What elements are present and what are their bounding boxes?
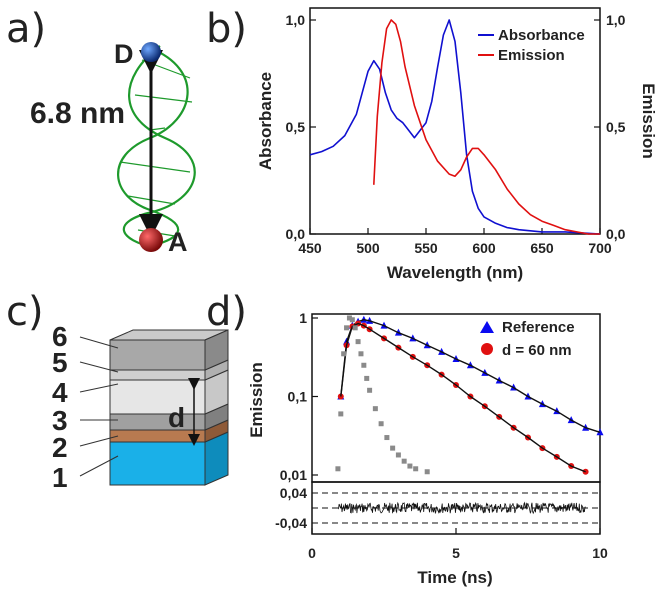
d-xtick-label: 0: [308, 545, 316, 561]
point-irf: [401, 458, 407, 464]
point-irf: [358, 351, 364, 357]
point-irf: [341, 351, 347, 357]
distance-label: 6.8 nm: [30, 97, 125, 130]
point-irf: [335, 466, 341, 472]
donor-sphere: [141, 42, 161, 62]
layer-label-2: 2: [52, 432, 68, 463]
point-irf: [349, 317, 355, 323]
point-irf: [364, 375, 370, 381]
b-xtick-label: 500: [356, 240, 380, 256]
d-residual-ytick-label: -0,04: [275, 515, 307, 531]
donor-label: D: [114, 39, 134, 69]
point-irf: [424, 469, 430, 475]
d-ylabel: Emission: [247, 362, 266, 438]
plot-frame-b: [309, 7, 601, 235]
layer-label-3: 3: [52, 405, 68, 436]
b-ytick-label: 1,0: [286, 12, 306, 28]
dna-helix: [117, 45, 196, 250]
b-xtick-label: 650: [530, 240, 554, 256]
panel-d: d) 0 5 10 0,01 0,1 1 0,04 -0,04 Time (ns) Emis…: [206, 289, 608, 587]
point-irf: [352, 325, 358, 331]
panel-b: b) 450 500 550 600 650 7000,00,51,00,00,51,0 …: [206, 6, 658, 282]
b-xtick-label: 550: [414, 240, 438, 256]
legend-d60-label: d = 60 nm: [502, 342, 572, 359]
legend-d60-marker: [481, 343, 493, 355]
point-irf: [413, 466, 419, 472]
point-irf: [344, 325, 350, 331]
b-legend: Absorbance Emission: [478, 27, 585, 64]
layer-leaders: [79, 336, 119, 477]
d-xtick-label: 10: [592, 545, 608, 561]
layer-label-5: 5: [52, 347, 68, 378]
point-irf: [361, 362, 367, 368]
b-ylabel: Absorbance: [256, 72, 275, 170]
d-residual-ytick-label: 0,04: [280, 485, 307, 501]
layer-labels: 6 5 4 3 2 1: [52, 321, 68, 493]
d-series: [335, 315, 604, 475]
b-xtick-label: 450: [298, 240, 322, 256]
d-ytick-label: 0,1: [288, 389, 308, 405]
d-legend: Reference d = 60 nm: [480, 319, 575, 359]
point-irf: [407, 463, 413, 469]
layer-label-6: 6: [52, 321, 68, 352]
point-irf: [338, 411, 344, 417]
d-ytick-label: 1: [299, 310, 307, 326]
d-ticks: 0 5 10 0,01 0,1 1: [280, 310, 608, 561]
spacer-label: d: [168, 402, 185, 433]
acceptor-label: A: [168, 227, 188, 257]
point-irf: [378, 421, 384, 427]
b-y2label: Emission: [639, 83, 658, 159]
layer-label-4: 4: [52, 377, 68, 408]
point-irf: [346, 315, 352, 321]
d-xtick-label: 5: [452, 545, 460, 561]
panel-a-label: a): [6, 6, 46, 52]
b-y2tick-label: 0,5: [606, 119, 626, 135]
fit-curve-d-60-nm: [340, 322, 586, 473]
panel-b-label: b): [206, 6, 247, 52]
legend-reference-marker: [480, 321, 494, 333]
point-irf: [367, 387, 373, 393]
point-irf: [384, 435, 390, 441]
series-line-absorbance: [309, 19, 601, 235]
d-xlabel: Time (ns): [417, 568, 492, 587]
point-irf: [395, 452, 401, 458]
fit-curve-reference: [340, 318, 601, 433]
legend-reference-label: Reference: [502, 319, 575, 336]
layer-label-1: 1: [52, 462, 68, 493]
panel-a: a) D A 6.8 nm: [6, 6, 196, 257]
b-series: [309, 19, 601, 235]
b-y2tick-label: 0,0: [606, 226, 626, 242]
b-xlabel: Wavelength (nm): [387, 263, 523, 282]
point-irf: [372, 406, 378, 412]
point-irf: [390, 445, 396, 451]
d-ytick-label: 0,01: [280, 467, 307, 483]
acceptor-sphere: [139, 228, 163, 252]
d-residuals: 0,04 -0,04: [275, 485, 600, 531]
residual-trace: [337, 501, 586, 515]
legend-emission-label: Emission: [498, 47, 565, 64]
b-ytick-label: 0,5: [286, 119, 306, 135]
panel-c: c): [6, 289, 229, 493]
point-irf: [355, 339, 361, 345]
b-y2tick-label: 1,0: [606, 12, 626, 28]
b-ytick-label: 0,0: [286, 226, 306, 242]
b-xtick-label: 700: [588, 240, 612, 256]
series-line-emission: [373, 19, 600, 235]
panel-c-label: c): [6, 289, 44, 335]
panel-d-label: d): [206, 289, 247, 335]
legend-absorbance-label: Absorbance: [498, 27, 585, 44]
b-xtick-label: 600: [472, 240, 496, 256]
